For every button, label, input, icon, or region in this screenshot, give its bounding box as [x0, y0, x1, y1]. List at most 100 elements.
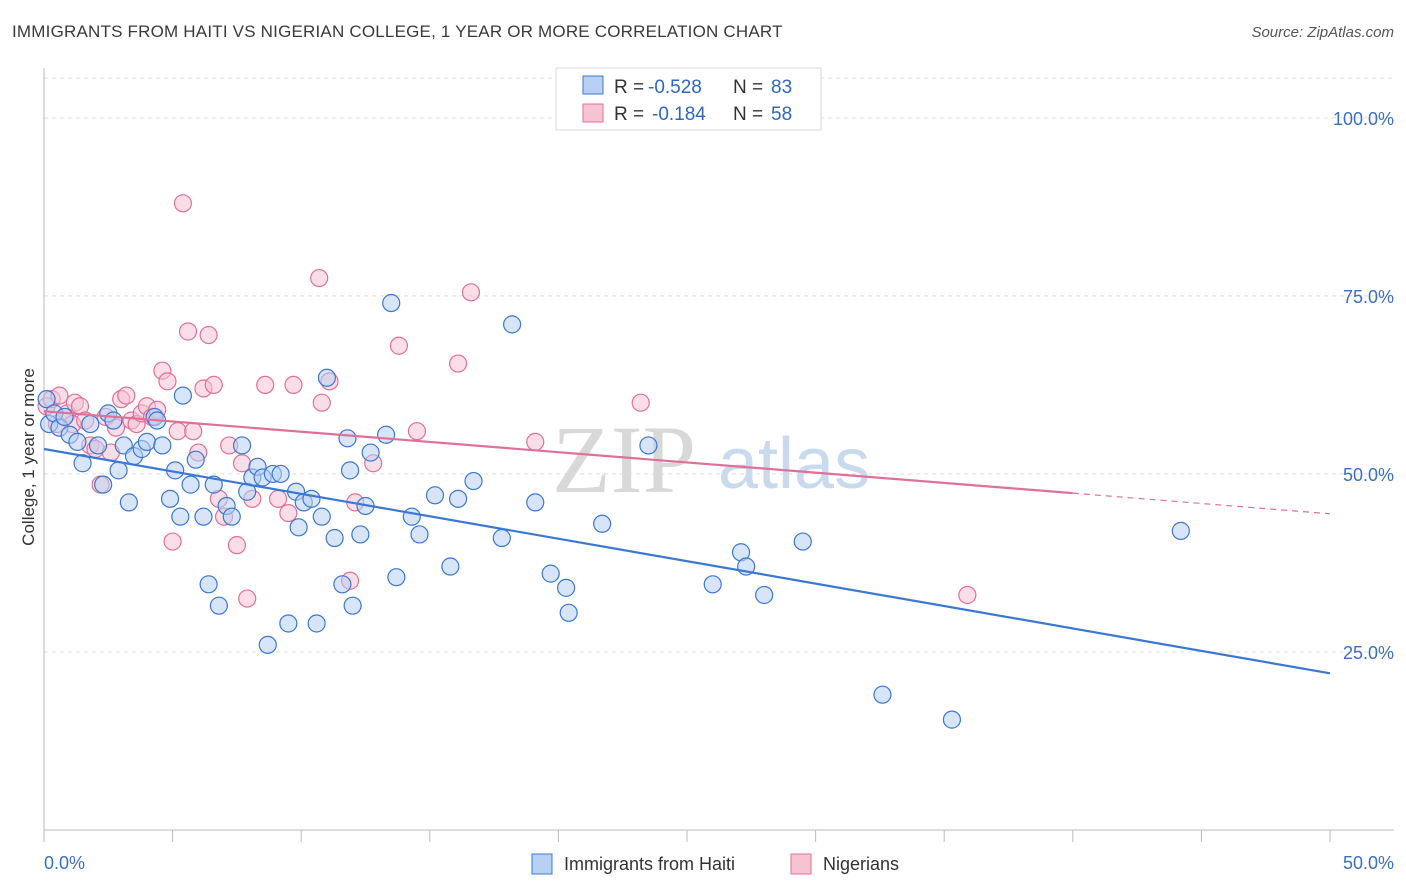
data-point [109, 461, 128, 480]
x-tick-label-max: 50.0% [1343, 853, 1394, 873]
y-axis-label: College, 1 year or more [19, 368, 38, 546]
data-point [631, 393, 650, 412]
data-point [81, 414, 100, 434]
bottom-legend-haiti: Immigrants from Haiti [564, 854, 735, 874]
data-point [199, 575, 218, 594]
data-point [703, 575, 722, 594]
data-point [178, 322, 198, 341]
data-point [104, 411, 123, 430]
data-point [387, 568, 406, 587]
data-point [382, 293, 401, 313]
data-point [376, 425, 396, 444]
data-point [448, 489, 468, 508]
data-point [137, 432, 156, 451]
data-point [173, 194, 192, 213]
legend-haiti-r-label: R = [614, 77, 644, 98]
data-point [173, 386, 192, 405]
data-point [325, 528, 344, 548]
legend-haiti-n-value: 83 [771, 77, 792, 98]
bottom-legend-swatch-haiti [531, 853, 553, 875]
data-point [117, 386, 136, 405]
data-point [407, 422, 427, 441]
data-point [199, 325, 218, 345]
data-point [448, 354, 468, 373]
bottom-legend: Immigrants from Haiti Nigerians [531, 853, 899, 875]
data-point [279, 503, 298, 523]
data-point [361, 443, 380, 462]
data-point [1171, 521, 1190, 540]
x-ticks [43, 830, 1331, 842]
data-point [557, 578, 576, 597]
data-point [317, 368, 337, 387]
data-point [338, 429, 357, 448]
data-point [186, 450, 205, 469]
data-point [755, 585, 774, 605]
legend: R = -0.528 N = 83 R = -0.184 N = 58 [555, 67, 822, 131]
data-point [37, 390, 56, 409]
data-point [441, 557, 460, 576]
data-point [793, 532, 812, 551]
data-point [312, 507, 331, 526]
data-point [503, 315, 522, 334]
data-point [271, 464, 290, 484]
data-point [94, 475, 113, 494]
data-point [158, 372, 177, 391]
data-point [194, 507, 213, 526]
data-point [942, 710, 962, 729]
data-point [227, 536, 246, 555]
data-point [88, 436, 108, 455]
y-tick-label: 100.0% [1333, 109, 1394, 129]
y-tick-label: 75.0% [1343, 287, 1394, 307]
data-point [389, 336, 409, 355]
data-point [209, 596, 228, 615]
legend-nigerian-r-label: R = [614, 104, 644, 125]
legend-swatch-nigerian [582, 103, 604, 123]
watermark-zip: ZIP [552, 406, 696, 513]
watermark-atlas: atlas [718, 424, 870, 504]
data-point [181, 475, 200, 494]
trend-lines [43, 410, 1331, 675]
data-point [402, 507, 421, 526]
data-point [310, 268, 329, 288]
series-haiti [37, 293, 1190, 729]
data-point [55, 407, 74, 427]
data-point [256, 375, 275, 395]
data-point [222, 507, 241, 526]
data-point [168, 422, 187, 441]
data-point [333, 575, 352, 594]
data-point [160, 489, 180, 508]
data-point [464, 471, 483, 491]
data-point [171, 507, 190, 526]
chart-title: IMMIGRANTS FROM HAITI VS NIGERIAN COLLEG… [12, 22, 783, 41]
data-point [258, 635, 277, 654]
data-point [312, 393, 331, 412]
x-tick-label-min: 0.0% [44, 853, 85, 873]
legend-nigerian-r-value: -0.184 [652, 104, 706, 125]
bottom-legend-nigerian: Nigerians [823, 854, 899, 874]
y-tick-labels: 25.0% 50.0% 75.0% 100.0% [1333, 109, 1394, 663]
legend-haiti-r-value: -0.528 [648, 77, 702, 98]
data-point [153, 436, 172, 455]
y-tick-label: 25.0% [1343, 643, 1394, 663]
data-point [302, 489, 321, 508]
data-point [425, 486, 445, 505]
data-point [541, 564, 560, 583]
bottom-legend-swatch-nigerian [790, 853, 812, 875]
data-point [593, 514, 612, 533]
trend-line-haiti [43, 447, 1331, 675]
data-point [163, 532, 182, 551]
data-point [559, 603, 578, 622]
trend-line-nigerian [43, 410, 1073, 495]
data-point [204, 375, 223, 395]
data-point [68, 432, 87, 451]
legend-swatch-haiti [582, 75, 604, 95]
data-point [526, 493, 545, 512]
data-point [119, 493, 138, 512]
data-point [307, 614, 326, 633]
data-point [873, 685, 892, 704]
data-point [526, 432, 545, 451]
y-tick-label: 50.0% [1343, 465, 1394, 485]
data-point [284, 375, 303, 395]
data-point [410, 525, 429, 544]
